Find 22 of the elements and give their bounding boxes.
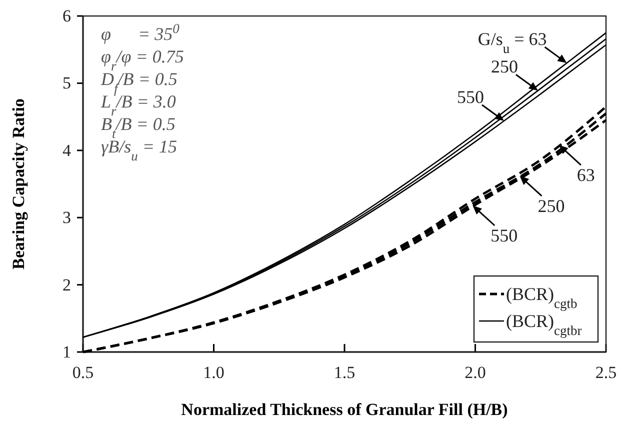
legend-label: (BCR)$_{cgtb}$ [506, 284, 578, 310]
x-axis-title: Normalized Thickness of Granular Fill (H/B) [181, 400, 508, 419]
x-tick-label: 0.5 [72, 363, 94, 382]
x-tick-label: 2.0 [464, 363, 486, 382]
legend-label: (BCR)$_{cgtbr}$ [506, 311, 582, 338]
y-axis-title: Bearing Capacity Ratio [9, 98, 28, 270]
x-tick-label: 2.5 [595, 363, 617, 382]
annotation: 550 [490, 226, 518, 246]
y-tick-label: 6 [62, 6, 71, 26]
annotation: φ = 35$^{0}$ [101, 20, 180, 44]
x-tick-label: 1.5 [334, 363, 356, 382]
annotation: 550 [457, 86, 484, 107]
y-tick-label: 5 [62, 74, 71, 93]
annotation: 250 [491, 56, 518, 77]
x-tick-label: 1.0 [203, 363, 224, 382]
annotation: G/s$_{u}$ = 63 [478, 29, 547, 56]
y-tick-label: 1 [62, 342, 71, 362]
y-tick-label: 4 [62, 140, 72, 160]
annotation: 250 [538, 196, 565, 216]
y-tick-label: 3 [62, 208, 71, 228]
y-tick-label: 2 [62, 275, 71, 294]
annotation: 63 [576, 165, 595, 186]
